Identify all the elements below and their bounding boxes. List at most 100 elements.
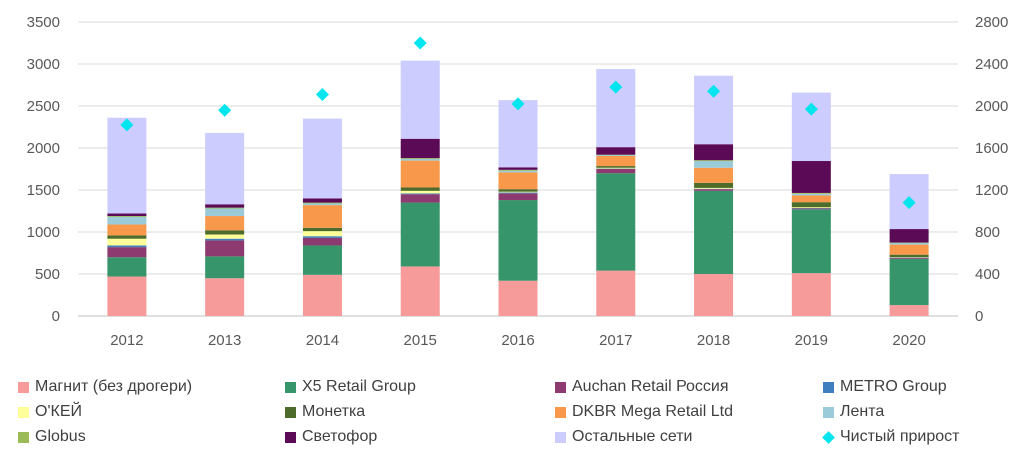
bars	[107, 60, 929, 316]
y-left-tick-label: 0	[52, 308, 60, 325]
bar-segment-2016-s9	[498, 167, 538, 170]
bar-segment-2015-s7	[400, 158, 440, 161]
x-tick-label-2016: 2016	[501, 332, 534, 349]
legend-item: X5 Retail Group	[285, 378, 416, 396]
bar-segment-2012-s7	[107, 216, 147, 225]
net-growth-point-2014	[315, 87, 329, 101]
bar-segment-2013-s8	[205, 207, 245, 209]
legend-swatch	[555, 431, 566, 443]
y-right-tick-label: 0	[975, 308, 983, 325]
legend-swatch	[555, 406, 566, 418]
bar-segment-2017-s9	[596, 147, 636, 155]
bar-segment-2014-s10	[302, 118, 342, 199]
bar-segment-2012-s2	[107, 247, 147, 258]
x-tick-label-2020: 2020	[892, 332, 925, 349]
y-right-tick-label: 1200	[975, 182, 1008, 199]
bar-segment-2013-s5	[205, 230, 245, 235]
bar-segment-2020-s7	[889, 242, 929, 245]
bar-segment-2018-s8	[694, 160, 734, 162]
net-growth-point-2015	[413, 36, 427, 50]
net-growth-points	[120, 36, 916, 210]
bar-segment-2017-s1	[596, 173, 636, 271]
legend-label: Лента	[840, 403, 885, 420]
bar-segment-2016-s1	[498, 200, 538, 281]
bar-segment-2019-s1	[791, 209, 831, 274]
bar-segment-2016-s10	[498, 100, 538, 168]
bar-segment-2016-s2	[498, 193, 538, 201]
y-right-tick-label: 800	[975, 224, 1000, 241]
net-growth-point-2017	[609, 80, 623, 94]
legend-item: Лента	[823, 403, 884, 421]
bar-segment-2012-s3	[107, 245, 147, 248]
x-axis-ticks: 2012 2013 2014 2015 2016 2017 2018 2019 2020	[110, 332, 926, 349]
legend-label: Магнит (без дрогери)	[35, 378, 193, 395]
bar-segment-2016-s5	[498, 189, 538, 192]
bar-segment-2016-s7	[498, 170, 538, 173]
bar-segment-2017-s4	[596, 167, 636, 169]
bar-segment-2018-s4	[694, 187, 734, 189]
bar-segment-2012-s1	[107, 257, 147, 277]
bar-segment-2015-s2	[400, 194, 440, 203]
net-growth-point-2013	[218, 103, 232, 117]
bar-segment-2020-s1	[889, 258, 929, 306]
bar-segment-2013-s10	[205, 132, 245, 205]
net-growth-point-2016	[511, 97, 525, 111]
bar-segment-2013-s9	[205, 204, 245, 208]
legend-item: Чистый прирост	[822, 428, 960, 446]
bar-segment-2015-s1	[400, 202, 440, 267]
bar-segment-2012-s10	[107, 117, 147, 214]
legend-swatch	[285, 381, 296, 393]
bar-segment-2020-s6	[889, 244, 929, 255]
bar-segment-2013-s1	[205, 256, 245, 279]
legend-swatch	[285, 406, 296, 418]
y-right-tick-label: 2400	[975, 56, 1008, 73]
legend-item: Auchan Retail Россия	[555, 378, 729, 396]
bar-segment-2014-s1	[302, 245, 342, 275]
legend-item: Светофор	[285, 428, 377, 446]
bar-segment-2016-s4	[498, 191, 538, 193]
bar-segment-2017-s6	[596, 155, 636, 167]
legend-item: DKBR Mega Retail Ltd	[555, 403, 733, 421]
bar-segment-2014-s3	[302, 236, 342, 238]
y-right-tick-label: 1600	[975, 140, 1008, 157]
bar-segment-2015-s4	[400, 190, 440, 194]
bar-segment-2017-s2	[596, 169, 636, 174]
legend-swatch	[18, 431, 29, 443]
legend-label: Globus	[35, 428, 86, 445]
bar-segment-2015-s5	[400, 187, 440, 191]
bar-segment-2015-s0	[400, 266, 440, 316]
legend-item: METRO Group	[823, 378, 947, 396]
bar-segment-2014-s8	[302, 202, 342, 204]
bar-segment-2017-s0	[596, 270, 636, 316]
legend-swatch	[18, 406, 29, 418]
legend-item: О'КЕЙ	[18, 403, 82, 421]
bar-segment-2016-s8	[498, 169, 538, 171]
legend-item: Остальные сети	[555, 428, 692, 446]
legend-label: METRO Group	[840, 378, 947, 395]
bar-segment-2018-s0	[694, 274, 734, 316]
y-left-tick-label: 500	[35, 266, 60, 283]
legend-swatch	[285, 431, 296, 443]
x-tick-label-2017: 2017	[599, 332, 632, 349]
bar-segment-2019-s8	[791, 192, 831, 194]
bar-segment-2020-s9	[889, 229, 929, 243]
bar-segment-2012-s6	[107, 224, 147, 236]
x-tick-label-2019: 2019	[795, 332, 828, 349]
bar-segment-2013-s2	[205, 240, 245, 257]
legend-label: Светофор	[302, 428, 378, 445]
legend-label: DKBR Mega Retail Ltd	[572, 403, 733, 420]
bar-segment-2016-s3	[498, 192, 538, 194]
legend-swatch	[18, 381, 29, 393]
bar-segment-2018-s6	[694, 167, 734, 183]
legend-label: Чистый прирост	[840, 428, 960, 445]
bar-segment-2012-s5	[107, 235, 147, 239]
bar-segment-2015-s10	[400, 60, 440, 139]
x-tick-label-2013: 2013	[208, 332, 241, 349]
bar-segment-2015-s6	[400, 160, 440, 188]
bar-segment-2012-s9	[107, 213, 147, 217]
net-growth-point-2012	[120, 118, 134, 132]
legend-item: Магнит (без дрогери)	[18, 378, 192, 396]
legend-swatch	[823, 381, 834, 393]
y-left-tick-label: 3500	[27, 14, 60, 31]
legend-label: Монетка	[302, 403, 366, 420]
